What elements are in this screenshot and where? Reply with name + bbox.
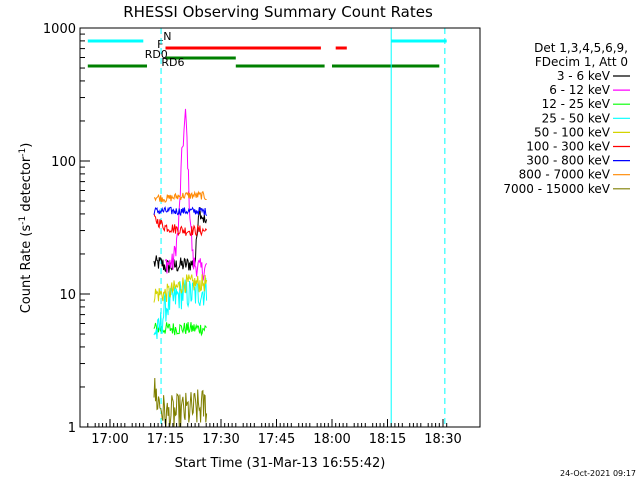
legend-entry-label: 3 - 6 keV — [557, 69, 611, 83]
x-tick-label: 17:15 — [147, 432, 184, 447]
legend-header-2: FDecim 1, Att 0 — [535, 55, 628, 69]
x-tick-label: 18:00 — [313, 432, 350, 447]
chart-title: RHESSI Observing Summary Count Rates — [123, 3, 433, 21]
y-tick-label: 1000 — [43, 22, 76, 37]
y-label-sup1: -1 — [18, 216, 28, 225]
legend: Det 1,3,4,5,6,9, FDecim 1, Att 0 3 - 6 k… — [503, 41, 630, 196]
footer-date: 24-Oct-2021 09:17 — [560, 469, 636, 478]
marker-label-f: F — [157, 38, 163, 51]
x-tick-label: 17:45 — [258, 432, 295, 447]
axes: 17:00 17:15 17:30 17:45 18:00 18:15 18:30 1 10 10… — [43, 22, 462, 447]
legend-entry-label: 6 - 12 keV — [549, 83, 611, 97]
x-tick-label: 17:00 — [91, 432, 128, 447]
x-tick-label: 18:15 — [369, 432, 406, 447]
legend-entry-label: 25 - 50 keV — [542, 111, 611, 125]
legend-entry-label: 12 - 25 keV — [542, 97, 611, 111]
y-tick-label: 1 — [68, 421, 76, 436]
y-tick-label: 100 — [51, 155, 76, 170]
y-tick-label: 10 — [59, 288, 76, 303]
legend-header-1: Det 1,3,4,5,6,9, — [534, 41, 628, 55]
legend-entry-label: 100 - 300 keV — [526, 140, 610, 154]
legend-entry-label: 7000 - 15000 keV — [503, 182, 610, 196]
series-line-1 — [165, 108, 208, 281]
marker-label-rd0: RD0 — [145, 48, 168, 61]
series-line-5 — [153, 213, 208, 237]
legend-entry-label: 300 - 800 keV — [526, 154, 610, 168]
series-line-6 — [153, 206, 208, 217]
marker-label-rd6: RD6 — [161, 56, 184, 69]
y-label-part3: ) — [19, 143, 34, 148]
series-line-4 — [153, 274, 208, 303]
y-label-part1: Count Rate (s — [19, 225, 34, 314]
x-tick-label: 17:30 — [202, 432, 239, 447]
y-label-sup2: -1 — [18, 148, 28, 157]
legend-entry-label: 50 - 100 keV — [534, 125, 611, 139]
marker-label-n: N — [163, 30, 171, 43]
series-line-8 — [153, 377, 208, 428]
series-lines — [153, 108, 208, 428]
series-line-3 — [153, 277, 208, 340]
series-line-7 — [153, 190, 207, 203]
x-axis-label: Start Time (31-Mar-13 16:55:42) — [175, 456, 386, 471]
y-axis-label: Count Rate (s-1 detector-1) — [18, 143, 34, 314]
legend-entry-label: 800 - 7000 keV — [519, 168, 611, 182]
gap-markers — [160, 28, 446, 427]
x-tick-label: 18:30 — [424, 432, 461, 447]
y-label-part2: detector — [19, 156, 34, 216]
